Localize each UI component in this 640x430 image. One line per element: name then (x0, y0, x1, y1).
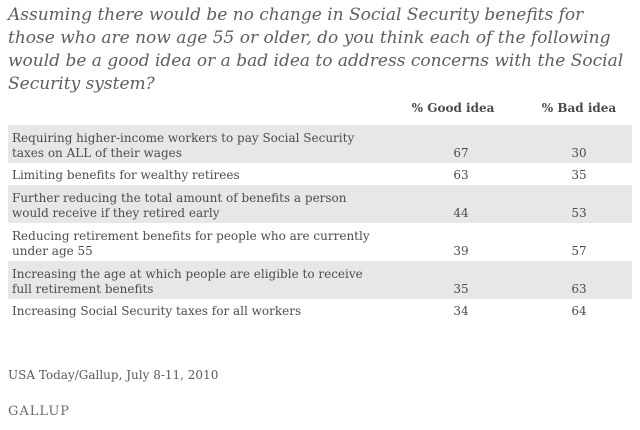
row-label: Reducing retirement benefits for people … (12, 229, 370, 258)
table-row: Limiting benefits for wealthy retirees 6… (8, 163, 632, 185)
bad-idea-header: % Bad idea (541, 101, 617, 115)
table-row: Reducing retirement benefits for people … (8, 223, 632, 261)
survey-question: Assuming there would be no change in Soc… (8, 5, 624, 94)
good-idea-value: 34 (453, 304, 469, 318)
good-idea-value: 63 (453, 168, 469, 182)
row-label: Limiting benefits for wealthy retirees (12, 168, 240, 182)
bad-idea-value: 35 (571, 168, 587, 182)
bad-idea-value: 53 (571, 206, 587, 220)
bad-idea-value: 64 (571, 304, 587, 318)
row-label: Requiring higher-income workers to pay S… (12, 131, 355, 160)
gallup-logo: GALLUP (8, 404, 71, 419)
row-label: Increasing the age at which people are e… (12, 267, 363, 296)
table-row: Increasing Social Security taxes for all… (8, 299, 632, 321)
bad-idea-value: 57 (571, 244, 587, 258)
results-table: Requiring higher-income workers to pay S… (8, 125, 632, 321)
row-label: Further reducing the total amount of ben… (12, 191, 347, 220)
good-idea-value: 35 (453, 282, 469, 296)
bad-idea-value: 30 (571, 146, 587, 160)
bad-idea-value: 63 (571, 282, 587, 296)
good-idea-header: % Good idea (411, 101, 495, 115)
source-note: USA Today/Gallup, July 8-11, 2010 (8, 368, 219, 382)
good-idea-value: 44 (453, 206, 469, 220)
good-idea-value: 67 (453, 146, 469, 160)
row-label: Increasing Social Security taxes for all… (12, 304, 302, 318)
table-row: Increasing the age at which people are e… (8, 261, 632, 299)
table-row: Requiring higher-income workers to pay S… (8, 125, 632, 163)
table-header: % Good idea % Bad idea (0, 101, 640, 121)
table-row: Further reducing the total amount of ben… (8, 185, 632, 223)
good-idea-value: 39 (453, 244, 469, 258)
